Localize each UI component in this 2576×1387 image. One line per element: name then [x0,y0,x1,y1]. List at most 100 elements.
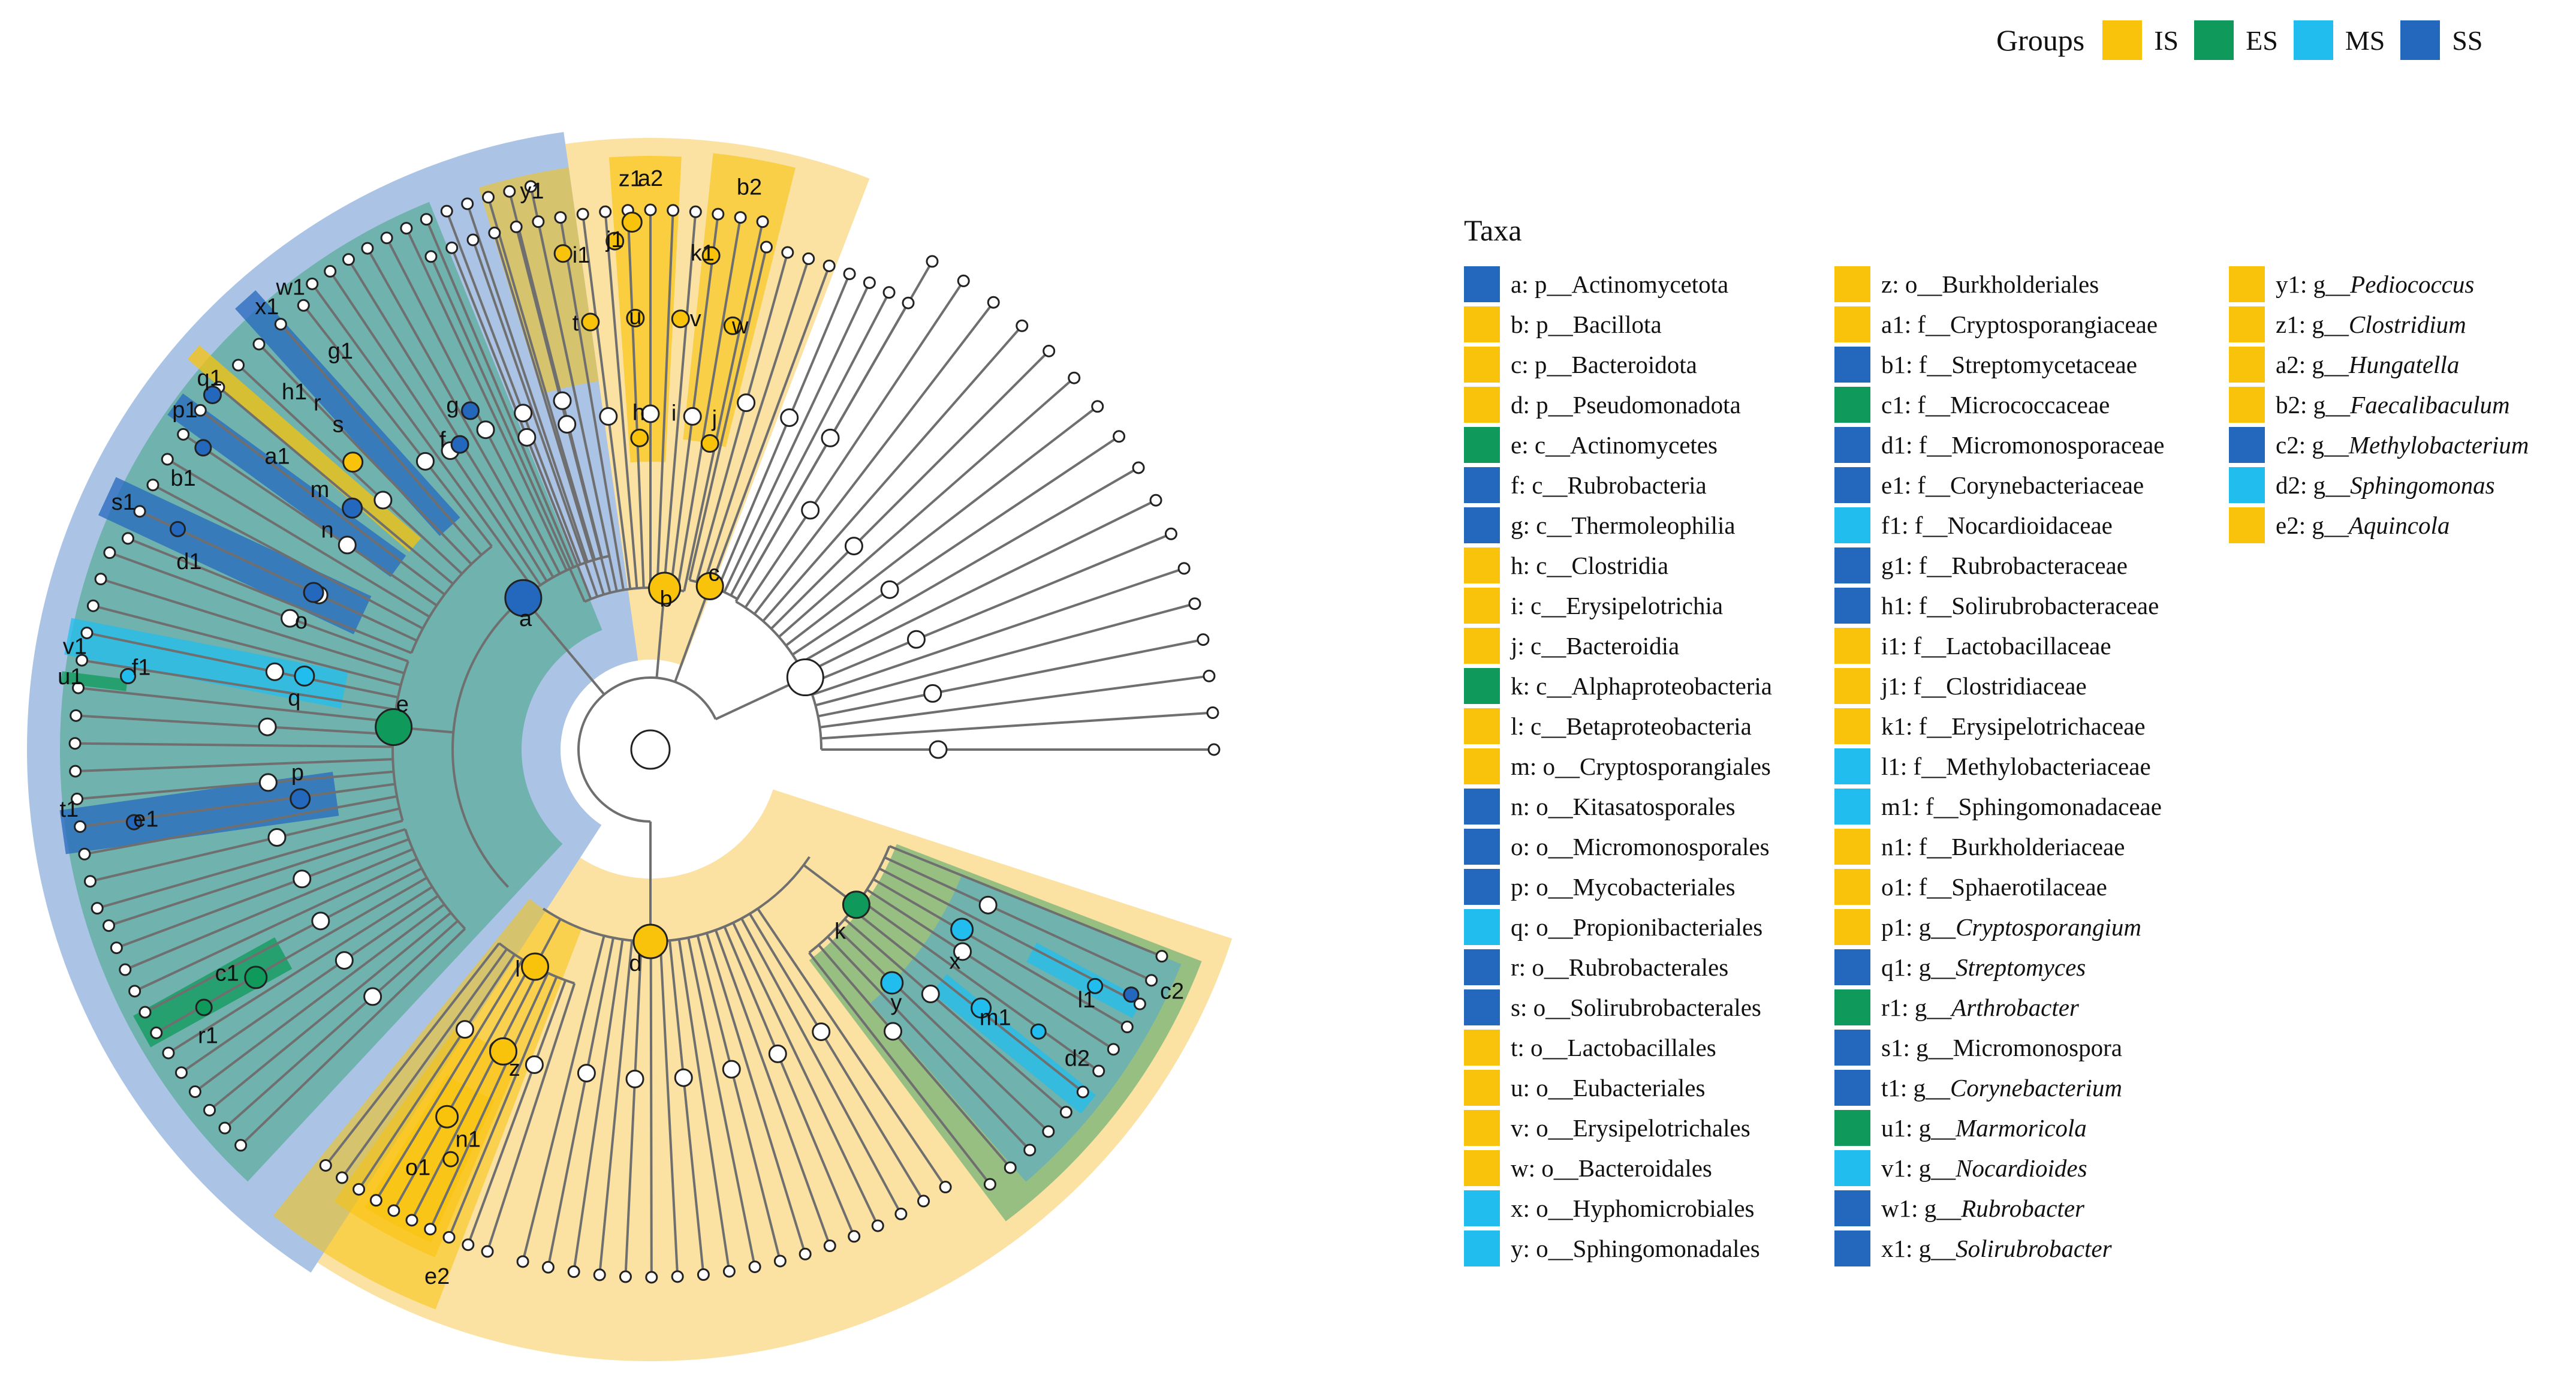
taxa-swatch [1834,828,1870,865]
tree-edge [200,409,445,595]
leaf-node [71,792,84,805]
tree-edge [812,567,1185,696]
leaf-node [70,709,83,722]
node-x [950,917,974,941]
node-n1 [435,1105,459,1129]
taxa-legend-column-2: z: o__Burkholderiales a1: f__Cryptosporan… [1834,264,2164,1268]
tree-edge [86,631,399,699]
leaf-node [74,820,87,833]
leaf-node [689,205,702,218]
taxa-label: b1: f__Streptomycetaceae [1881,350,2137,378]
clade-label-d: d [629,951,641,976]
tree-edge [404,829,466,930]
taxa-legend-item: m1: f__Sphingomonadaceae [1834,786,2164,826]
tree-edge [448,976,558,1238]
leaf-node [121,532,134,545]
tree-edge [730,291,890,596]
legend-swatch-es [2194,20,2234,60]
leaf-node [1133,997,1146,1010]
leaf-node [80,626,94,639]
leaf-node [119,963,132,976]
leaf-node [644,203,657,216]
clade-label-t1: t1 [59,797,79,822]
leaf-node [203,1103,216,1117]
clade-label-b2: b2 [737,174,762,200]
tree-edge [139,510,418,642]
tree-edge [486,983,576,1252]
taxa-swatch [2229,507,2265,543]
clade-u-shading [608,155,682,463]
clade-label-h: h [632,400,645,425]
leaf-node [1023,1144,1037,1157]
taxa-swatch [1464,1230,1500,1266]
tree-edge [723,926,855,1237]
leaf-node [593,1268,606,1281]
leaf-node [1207,743,1221,756]
clade-label-e: e [396,692,409,717]
leaf-node [576,207,589,221]
leaf-node [799,1247,812,1260]
leaf-node [420,213,433,226]
node-j1 [605,231,625,251]
node-q [294,665,315,687]
node-b1 [194,439,212,457]
leaf-node [424,250,438,263]
tree-edge [329,270,541,586]
node-o1 [442,1151,459,1168]
leaf-node [424,1223,437,1236]
node-w [723,316,742,335]
clade-label-c: c [709,561,720,586]
clade-label-q: q [288,686,300,711]
legend-label-ss: SS [2452,25,2483,56]
tree-edge [302,305,493,547]
tree-edge [445,210,582,565]
clade-label-c1: c1 [215,961,239,986]
inner-node [281,609,300,628]
clade-label-p: p [291,760,304,786]
leaf-node [848,1230,861,1243]
leaf-node [482,191,495,204]
tree-edge [522,935,605,1262]
taxa-swatch [1464,989,1500,1025]
tree-edge [209,911,452,1111]
leaf-node [822,259,836,272]
taxa-label: s1: g__Micromonospora [1881,1033,2122,1061]
tree-edge [75,742,393,748]
leaf-node [133,505,146,518]
taxa-legend-item: h: c__Clostridia [1464,545,1772,585]
inner-node [722,1060,741,1079]
leaf-node [957,274,970,287]
tree-edge [859,898,1099,1072]
leaf-node [69,765,82,778]
inner-node [363,987,382,1006]
tree-edge [803,499,1156,675]
tree-edge [688,246,768,580]
taxa-label: h: c__Clostridia [1511,551,1669,579]
tree-edge [466,203,589,562]
taxa-label: k: c__Alphaproteobacteria [1511,672,1773,700]
taxa-swatch [1834,708,1870,744]
leaf-node [1113,430,1126,443]
clade-w-shading [683,153,796,447]
taxa-legend-item: j: c__Bacteroidia [1464,625,1772,666]
clade-label-f1: f1 [132,655,151,680]
taxa-label: j1: f__Clostridiaceae [1881,672,2087,700]
taxa-legend-item: p1: g__Cryptosporangium [1834,907,2164,947]
leaf-node [324,264,337,278]
tree-edge [687,937,757,1267]
taxa-label: t1: g__Corynebacterium [1881,1073,2122,1102]
taxa-legend-item: a1: f__Cryptosporangiaceae [1834,304,2164,344]
node-k1 [701,246,721,265]
taxa-label: t: o__Lactobacillales [1511,1033,1716,1061]
tree-edge [450,247,592,600]
leaf-node [823,1239,836,1253]
tree-edge [466,980,567,1245]
taxa-label: a1: f__Cryptosporangiaceae [1881,310,2158,338]
taxa-legend-item: m: o__Cryptosporangiales [1464,746,1772,786]
inner-node [558,415,577,434]
tree-edge [167,886,433,1054]
leaf-node [336,1171,349,1184]
clade-label-y: y [890,990,902,1015]
taxa-legend-item: b: p__Bacillota [1464,304,1772,344]
tree-edge [75,758,393,773]
